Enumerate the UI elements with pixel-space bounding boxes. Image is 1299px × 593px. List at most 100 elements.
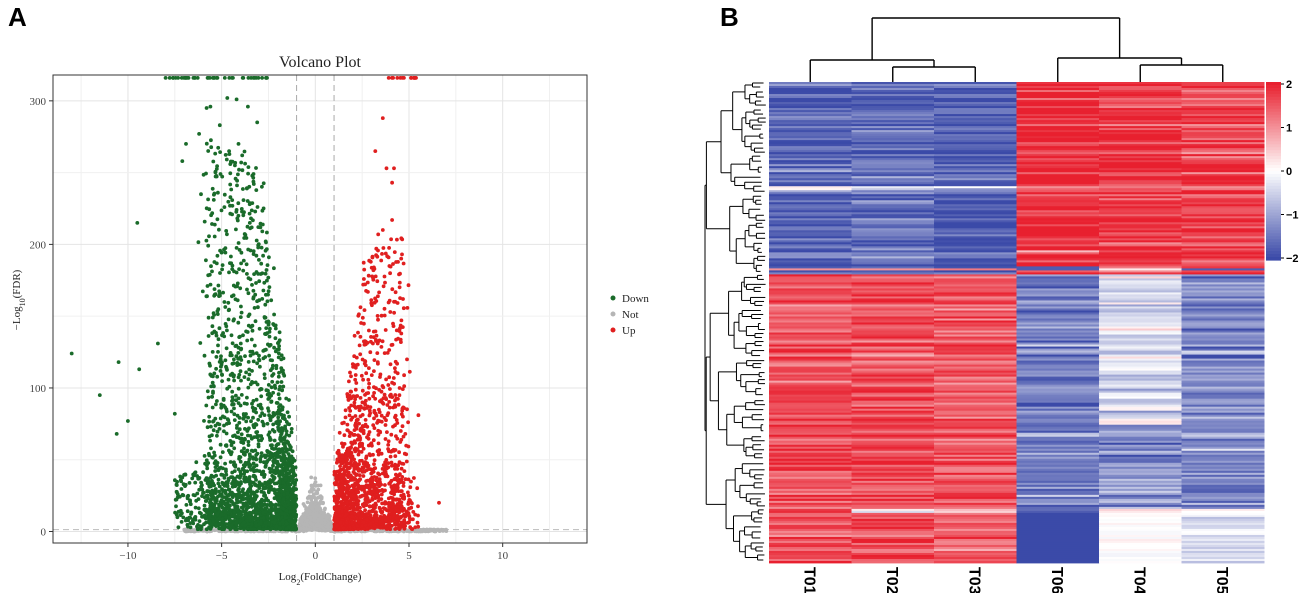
down-point [257,525,262,530]
down-point [208,372,213,377]
down-point [224,431,229,436]
down-point [241,198,246,203]
down-point [251,252,256,256]
down-point [220,527,224,532]
down-point [247,487,252,492]
down-point [205,476,210,481]
down-point [272,475,277,480]
down-point [202,419,206,423]
not-point [428,528,433,533]
down-point [251,172,256,176]
down-point [267,450,272,455]
down-point [202,507,207,512]
down-point [181,515,186,520]
down-point [268,478,273,482]
up-point [405,407,409,412]
down-point [230,395,235,399]
down-point [257,258,261,262]
down-point [176,525,181,530]
down-point [242,464,247,469]
down-point [259,261,264,266]
down-point [284,509,289,513]
up-point [372,369,376,373]
up-point [397,393,402,398]
down-point [283,444,287,449]
down-point [211,198,216,202]
down-point [252,425,257,430]
down-point [273,336,278,341]
down-point [236,435,241,440]
up-point [349,389,353,394]
down-point [230,389,235,394]
down-point [180,159,185,164]
down-point [239,160,244,165]
down-point [229,450,234,454]
down-point [215,164,220,169]
down-point [223,305,228,309]
down-point [235,183,239,188]
down-point [256,417,261,422]
not-point [304,509,309,514]
down-point [272,496,277,501]
down-point [206,149,211,153]
up-point [348,409,353,413]
down-point [235,426,239,430]
down-point [211,428,216,433]
down-point [239,304,243,309]
down-point [268,511,273,516]
not-point [322,521,327,526]
down-point [275,380,280,385]
down-point [126,419,130,423]
down-point [274,401,279,405]
down-point [242,149,247,154]
down-point [216,477,221,482]
down-point [275,491,279,496]
down-point [280,500,285,505]
down-point [276,447,281,452]
down-point [256,272,260,276]
down-point [263,332,268,336]
down-point [236,386,241,391]
down-point [238,403,243,408]
down-point [210,269,214,274]
up-point [372,475,377,479]
down-point [280,473,285,477]
down-point [238,525,243,529]
down-point [213,174,218,179]
not-point [322,507,327,512]
down-point [239,347,243,352]
down-point [218,271,222,275]
down-point [215,217,220,222]
down-point [207,414,212,419]
down-point [219,208,224,213]
not-point [321,501,325,506]
down-point [261,181,266,186]
down-point [179,520,184,524]
down-point [260,184,264,189]
down-point [234,523,239,527]
up-point [383,251,388,256]
down-point [209,138,213,143]
down-point [235,218,240,223]
down-point [228,373,233,377]
down-point [288,447,293,452]
down-point [217,326,222,331]
down-point [229,187,234,192]
down-point [208,527,213,531]
down-point [251,490,255,495]
down-point [252,306,257,310]
down-point [230,484,235,489]
up-point [375,314,380,318]
down-point [207,453,212,458]
down-point [260,497,264,502]
down-point [251,527,256,532]
down-point [233,297,238,302]
down-point [232,317,236,322]
down-point [196,476,201,481]
down-point [250,466,255,471]
down-point [279,432,283,437]
down-point [208,515,212,520]
down-point [244,475,248,480]
down-point [274,512,279,517]
down-point [268,453,273,458]
